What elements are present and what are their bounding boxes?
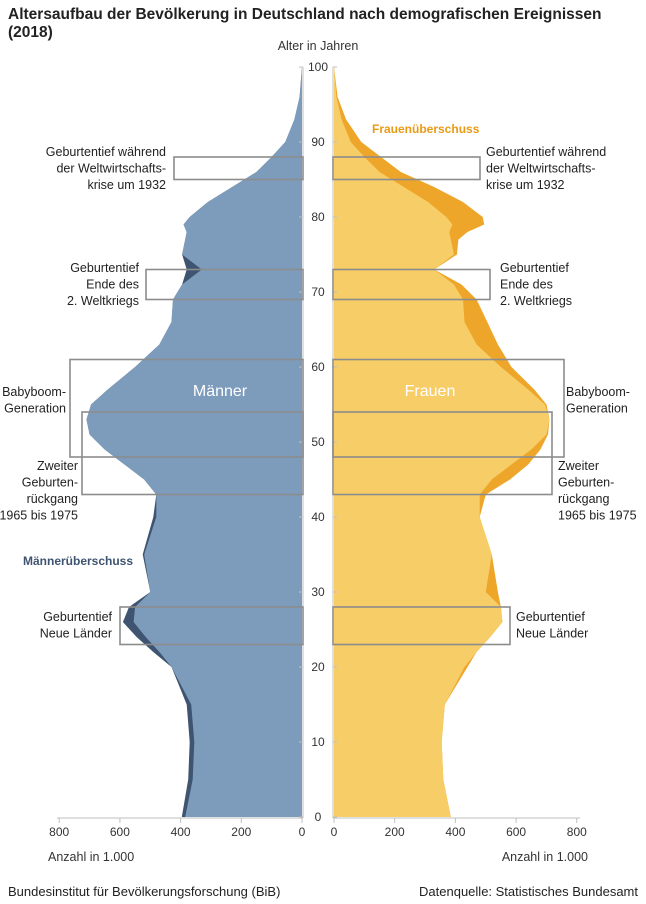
- series-label-male: Männer: [193, 383, 248, 400]
- event-label-left: Babyboom-: [2, 385, 66, 399]
- age-axis-label: Alter in Jahren: [278, 39, 359, 53]
- age-tick-label: 30: [311, 585, 325, 599]
- event-label-right: Generation: [566, 402, 628, 416]
- event-box-left: [145, 268, 304, 301]
- x-tick-label-right: 600: [506, 825, 526, 839]
- footer-source-right: Datenquelle: Statistisches Bundesamt: [419, 884, 638, 899]
- x-tick-label-right: 0: [331, 825, 338, 839]
- event-label-left: Zweiter: [37, 459, 78, 473]
- female-area: [334, 67, 550, 817]
- event-label-left: Geburten-: [22, 476, 78, 490]
- event-label-right: Babyboom-: [566, 385, 630, 399]
- age-tick-label: 90: [311, 135, 325, 149]
- x-tick-label-left: 800: [49, 825, 69, 839]
- event-box-left: [81, 411, 304, 496]
- event-label-left: Neue Länder: [40, 627, 112, 641]
- event-label-left: rückgang: [27, 492, 78, 506]
- age-tick-label: 80: [311, 210, 325, 224]
- event-label-right: Zweiter: [558, 459, 599, 473]
- age-tick-label: 60: [311, 360, 325, 374]
- event-label-left: Geburtentief während: [46, 145, 166, 159]
- event-label-right: Geburtentief: [516, 610, 585, 624]
- event-label-right: rückgang: [558, 492, 609, 506]
- event-label-right: Neue Länder: [516, 627, 588, 641]
- event-label-left: Ende des: [86, 278, 139, 292]
- event-label-right: krise um 1932: [486, 178, 565, 192]
- event-label-left: Geburtentief: [70, 261, 139, 275]
- event-label-right: 2. Weltkriegs: [500, 294, 572, 308]
- event-label-left: Generation: [4, 402, 66, 416]
- event-box-right: [332, 606, 511, 646]
- event-box-right: [332, 358, 565, 458]
- x-tick-label-right: 800: [567, 825, 587, 839]
- event-box-right: [332, 268, 491, 301]
- surplus-label-male: Männerüberschuss: [23, 554, 133, 568]
- x-axis-label-left: Anzahl in 1.000: [48, 850, 134, 864]
- event-box-right: [332, 156, 481, 181]
- series-label-female: Frauen: [405, 383, 456, 400]
- event-label-right: der Weltwirtschafts-: [486, 162, 596, 176]
- event-label-right: Geburten-: [558, 476, 614, 490]
- surplus-label-female: Frauenüberschuss: [372, 122, 480, 136]
- x-tick-label-left: 0: [299, 825, 306, 839]
- event-box-right: [332, 411, 553, 496]
- event-box-left: [119, 606, 304, 646]
- chart-title: Altersaufbau der Bevölkerung in Deutschl…: [8, 6, 602, 41]
- event-label-left: 1965 bis 1975: [0, 509, 78, 523]
- x-tick-label-left: 400: [171, 825, 191, 839]
- event-box-left: [69, 358, 304, 458]
- male-area: [86, 67, 302, 817]
- footer-source-left: Bundesinstitut für Bevölkerungsforschung…: [8, 884, 281, 899]
- event-box-left: [173, 156, 304, 181]
- age-tick-label: 0: [315, 810, 322, 824]
- age-tick-label: 20: [311, 660, 325, 674]
- event-label-left: der Weltwirtschafts-: [56, 162, 166, 176]
- age-tick-label: 100: [308, 60, 328, 74]
- event-label-right: Geburtentief: [500, 261, 569, 275]
- age-tick-label: 50: [311, 435, 325, 449]
- event-label-left: krise um 1932: [87, 178, 166, 192]
- x-tick-label-left: 600: [110, 825, 130, 839]
- x-axis-label-right: Anzahl in 1.000: [502, 850, 588, 864]
- event-label-right: Ende des: [500, 278, 553, 292]
- event-label-right: Geburtentief während: [486, 145, 606, 159]
- age-tick-label: 40: [311, 510, 325, 524]
- event-label-left: Geburtentief: [43, 610, 112, 624]
- event-label-right: 1965 bis 1975: [558, 509, 637, 523]
- x-tick-label-left: 200: [231, 825, 251, 839]
- x-tick-label-right: 400: [445, 825, 465, 839]
- age-tick-label: 10: [311, 735, 325, 749]
- event-label-left: 2. Weltkriegs: [67, 294, 139, 308]
- age-tick-label: 70: [311, 285, 325, 299]
- x-tick-label-right: 200: [385, 825, 405, 839]
